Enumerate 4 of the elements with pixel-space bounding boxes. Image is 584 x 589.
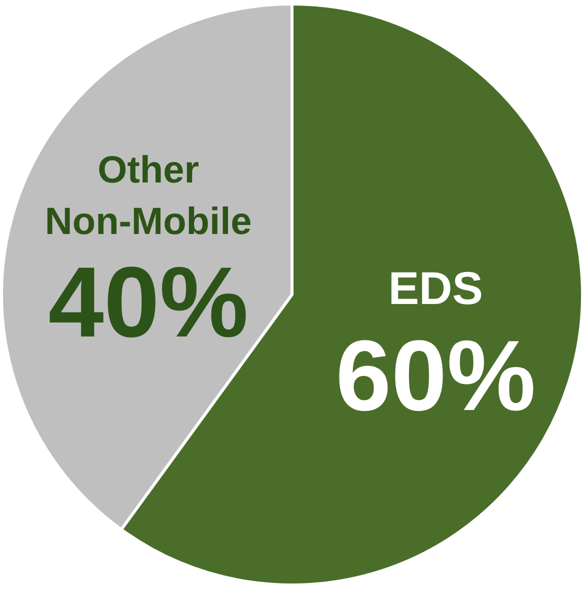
data-label: 60% — [336, 320, 536, 432]
slice-label: EDS — [388, 262, 483, 314]
slice-label: Other Non-Mobile — [44, 150, 252, 243]
data-label: 40% — [48, 246, 248, 359]
